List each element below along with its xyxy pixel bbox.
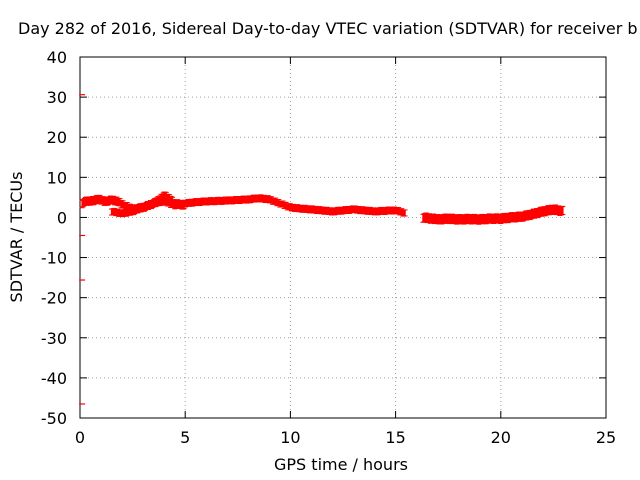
y-tick-label: -20 — [41, 289, 67, 308]
y-tick-label: 20 — [47, 128, 67, 147]
x-axis-label: GPS time / hours — [274, 455, 408, 474]
data-band — [420, 204, 566, 225]
x-tick-label: 25 — [596, 428, 616, 447]
data-series — [79, 94, 566, 405]
y-tick-label: -50 — [41, 409, 67, 428]
data-band — [109, 194, 408, 218]
plot-frame — [79, 56, 607, 419]
grid-lines — [80, 57, 606, 418]
y-tick-label: -10 — [41, 249, 67, 268]
y-axis-label: SDTVAR / TECUs — [7, 172, 26, 303]
y-tick-label: 40 — [47, 48, 67, 67]
axis-ticks — [79, 56, 607, 419]
y-tick-labels: -50 -40 -30 -20 -10 0 10 20 30 40 — [41, 48, 67, 428]
y-tick-label: 10 — [47, 168, 67, 187]
x-tick-label: 15 — [385, 428, 405, 447]
x-tick-labels: 0 5 10 15 20 25 — [75, 428, 616, 447]
x-tick-label: 10 — [280, 428, 300, 447]
x-tick-label: 5 — [180, 428, 190, 447]
chart-title: Day 282 of 2016, Sidereal Day-to-day VTE… — [18, 19, 638, 38]
y-tick-label: 0 — [57, 208, 67, 227]
y-tick-label: -30 — [41, 329, 67, 348]
x-tick-label: 0 — [75, 428, 85, 447]
y-tick-label: -40 — [41, 369, 67, 388]
x-tick-label: 20 — [491, 428, 511, 447]
y-tick-label: 30 — [47, 88, 67, 107]
